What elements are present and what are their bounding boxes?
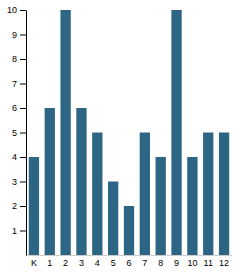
y-tick: 5 — [12, 128, 26, 138]
bar — [92, 133, 102, 256]
y-tick-mark — [20, 157, 26, 158]
y-tick-label: 7 — [12, 79, 17, 89]
y-tick-label: 8 — [12, 54, 17, 64]
x-tick: 4 — [95, 258, 100, 268]
x-tick: 2 — [63, 258, 68, 268]
y-tick-mark — [20, 206, 26, 207]
bar — [219, 133, 229, 256]
bar — [124, 206, 134, 255]
x-tick-label: 7 — [142, 258, 147, 268]
bar — [60, 10, 70, 255]
y-axis-line — [26, 11, 27, 256]
bar — [76, 108, 86, 255]
bar — [187, 157, 197, 255]
x-tick: 12 — [219, 258, 229, 268]
y-tick: 6 — [12, 103, 26, 113]
x-tick-label: K — [31, 258, 37, 268]
x-tick-label: 5 — [111, 258, 116, 268]
y-axis: 1 2 3 4 5 6 7 8 9 10 — [7, 5, 27, 255]
x-tick-label: 6 — [126, 258, 131, 268]
y-tick: 10 — [7, 5, 26, 15]
chart: K12345678910111212345678910 — [0, 0, 240, 277]
x-tick: 8 — [158, 258, 163, 268]
y-tick-label: 1 — [12, 226, 17, 236]
y-tick-label: 10 — [7, 5, 17, 15]
y-tick-mark — [20, 59, 26, 60]
y-tick-mark — [20, 133, 26, 134]
y-tick: 8 — [12, 54, 26, 64]
bar — [45, 108, 55, 255]
y-tick: 3 — [12, 177, 26, 187]
x-tick-label: 12 — [219, 258, 229, 268]
x-tick: 6 — [126, 258, 131, 268]
x-tick: 9 — [174, 258, 179, 268]
y-tick: 9 — [12, 30, 26, 40]
y-tick-label: 5 — [12, 128, 17, 138]
y-tick-mark — [20, 108, 26, 109]
y-tick: 7 — [12, 79, 26, 89]
x-tick-label: 8 — [158, 258, 163, 268]
x-tick-label: 4 — [95, 258, 100, 268]
x-axis-line — [27, 255, 233, 256]
y-tick-mark — [20, 231, 26, 232]
bar — [108, 182, 118, 256]
x-tick-label: 10 — [187, 258, 197, 268]
x-tick: 3 — [79, 258, 84, 268]
y-tick-mark — [20, 182, 26, 183]
x-tick-label: 9 — [174, 258, 179, 268]
x-tick: 7 — [142, 258, 147, 268]
x-tick-label: 3 — [79, 258, 84, 268]
y-tick-label: 6 — [12, 103, 17, 113]
bar — [156, 157, 166, 255]
x-tick: K — [31, 258, 37, 268]
y-tick: 4 — [12, 152, 26, 162]
x-tick: 11 — [204, 258, 213, 268]
y-tick: 1 — [12, 226, 26, 236]
bar — [140, 133, 150, 256]
x-axis: K123456789101112 — [27, 256, 233, 269]
y-tick-mark — [20, 35, 26, 36]
y-tick: 2 — [12, 201, 26, 211]
y-tick-label: 3 — [12, 177, 17, 187]
bar — [203, 133, 213, 256]
x-tick: 5 — [111, 258, 116, 268]
plot: K12345678910111212345678910 — [7, 5, 233, 268]
y-tick-label: 2 — [12, 201, 17, 211]
x-tick: 1 — [47, 258, 52, 268]
bar — [171, 10, 181, 255]
y-tick-label: 4 — [12, 152, 17, 162]
y-tick-mark — [20, 10, 26, 11]
x-tick-label: 1 — [47, 258, 52, 268]
y-tick-label: 9 — [12, 30, 17, 40]
x-tick-label: 2 — [63, 258, 68, 268]
y-tick-mark — [20, 84, 26, 85]
x-tick-label: 11 — [204, 258, 213, 268]
x-tick: 10 — [187, 258, 197, 268]
bars — [29, 10, 229, 255]
bar — [29, 157, 39, 255]
